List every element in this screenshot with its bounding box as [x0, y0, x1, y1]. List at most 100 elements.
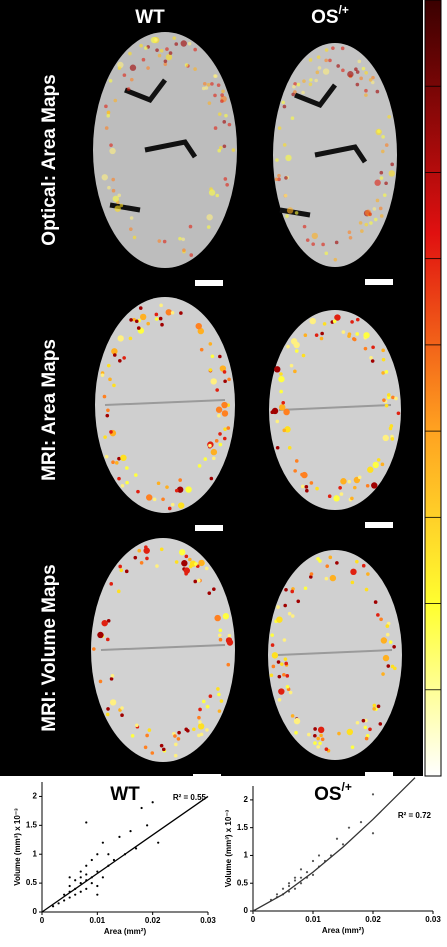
tissue-spot — [134, 319, 139, 324]
tissue-spot — [319, 733, 323, 738]
tissue-spot — [159, 303, 163, 308]
scatter-point — [347, 826, 351, 829]
tissue-spot — [129, 318, 133, 322]
tissue-spot — [355, 559, 359, 564]
tissue-spot — [384, 370, 389, 374]
tissue-spot — [363, 332, 370, 339]
tissue-spot — [223, 427, 227, 432]
tissue-spot — [324, 58, 328, 63]
tissue-spot — [168, 51, 173, 55]
scale-bar — [365, 522, 393, 528]
tissue-spot — [170, 311, 175, 315]
tissue-section — [95, 297, 235, 513]
tissue-spot — [281, 401, 286, 405]
y-tick-label: 0.5 — [237, 878, 249, 887]
tissue-spot — [183, 567, 190, 574]
chart-title: OS/+ — [314, 780, 352, 805]
tissue-spot — [109, 143, 113, 147]
tissue-spot — [138, 306, 143, 310]
tissue-spot — [218, 442, 223, 447]
tissue-spot — [303, 586, 308, 591]
tissue-spot — [284, 587, 288, 592]
tissue-spot — [105, 413, 110, 418]
tissue-spot — [274, 366, 281, 373]
tissue-spot — [355, 82, 360, 87]
scatter-point — [63, 893, 66, 896]
tissue-spot — [188, 557, 192, 562]
tissue-spot — [371, 75, 375, 80]
tissue-spot — [350, 580, 355, 585]
tissue-spot — [174, 742, 178, 747]
tissue-spot — [197, 715, 201, 720]
tissue-spot — [155, 564, 159, 568]
column-header-base: OS — [311, 7, 338, 28]
tissue-spot — [279, 372, 283, 376]
tissue-spot — [315, 486, 319, 491]
tissue-spot — [210, 378, 217, 385]
tissue-spot — [337, 731, 341, 736]
y-tick-label: 2 — [33, 792, 38, 801]
tissue-spot — [221, 410, 229, 417]
y-tick-label: 1.5 — [26, 820, 38, 829]
tissue-spot — [283, 408, 290, 416]
scale-bar — [365, 772, 393, 778]
tissue-spot — [300, 484, 305, 489]
scatter-point — [96, 893, 99, 896]
y-tick-label: 1 — [33, 849, 38, 858]
scatter-point — [140, 806, 143, 810]
tissue-spot — [122, 356, 126, 360]
tissue-spot — [189, 560, 197, 567]
tissue-spot — [286, 207, 294, 214]
tissue-spot — [178, 478, 182, 482]
colorbar — [424, 0, 442, 777]
tissue-spot — [358, 221, 363, 225]
tissue-spot — [222, 613, 230, 620]
tissue-spot — [106, 110, 111, 115]
tissue-spot — [318, 741, 322, 746]
tissue-spot — [320, 737, 325, 742]
scatter-chart: 0 0.5 1 1.5 2 0 0.01 0.02 0.03 Area (mm²) Volume (… — [13, 782, 216, 936]
tissue-spot — [380, 637, 388, 644]
tissue-spot — [279, 404, 286, 411]
tissue-spot — [117, 193, 122, 198]
tissue-spot — [109, 699, 117, 706]
tissue-spot — [231, 148, 236, 152]
tissue-spot — [386, 664, 391, 668]
scatter-point — [129, 830, 132, 833]
scatter-point — [79, 882, 82, 885]
tissue-spot — [145, 556, 149, 561]
tissue-spot — [124, 569, 129, 574]
tissue-spot — [167, 506, 172, 511]
tissue-spot — [165, 485, 169, 489]
tissue-spot — [382, 193, 387, 197]
tissue-spot — [174, 42, 179, 46]
column-header: OS/+ — [311, 3, 349, 28]
tissue-spot — [370, 80, 375, 85]
tissue-spot — [386, 393, 391, 397]
scale-bar — [193, 774, 221, 780]
tissue-spot — [379, 176, 384, 180]
tissue-spot — [370, 359, 375, 363]
tissue-spot — [302, 79, 306, 83]
tissue-spot — [396, 411, 401, 416]
tissue-spot — [329, 574, 337, 582]
tissue-spot — [147, 728, 152, 732]
tissue-spot — [275, 158, 279, 162]
tissue-spot — [178, 236, 182, 241]
tissue-spot — [170, 502, 175, 507]
tissue-spot — [304, 485, 309, 489]
tissue-spot — [217, 112, 222, 116]
tissue-spot — [386, 395, 391, 400]
scatter-point — [287, 884, 291, 888]
tissue-spot — [222, 370, 227, 374]
tissue-spot — [217, 633, 222, 638]
tissue-spot — [275, 419, 280, 424]
tissue-spot — [339, 492, 344, 496]
tissue-spot — [120, 713, 124, 718]
row-label: Optical: Area Maps — [39, 74, 60, 245]
scatter-point — [151, 801, 154, 804]
x-tick-label: 0.03 — [200, 916, 216, 925]
tissue-spot — [154, 312, 159, 317]
tissue-spot — [98, 679, 103, 684]
tissue-spot — [161, 497, 165, 502]
